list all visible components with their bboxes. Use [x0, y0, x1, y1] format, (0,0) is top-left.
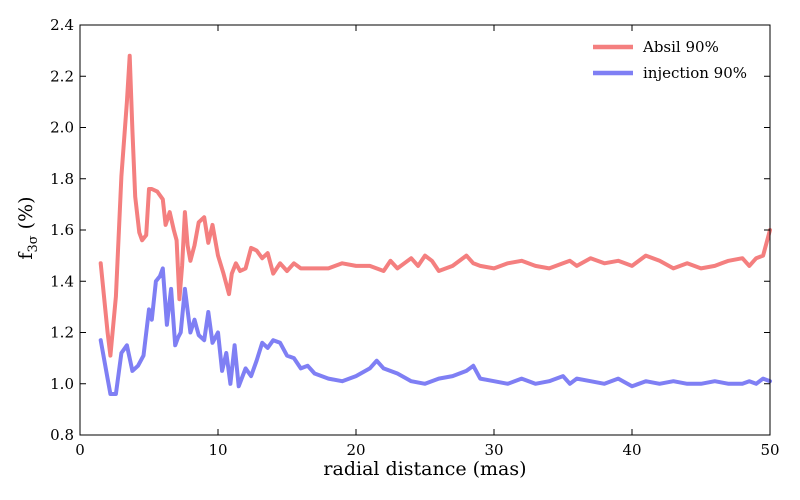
legend-label-absil: Absil 90%: [642, 38, 719, 56]
y-tick-label: 1.4: [50, 272, 74, 290]
x-tick-label: 10: [208, 441, 227, 459]
series-line-1: [98, 266, 772, 396]
series-line-0: [98, 53, 772, 358]
y-axis-label-rest: (%): [15, 196, 37, 235]
y-axis-label: f3σ (%): [15, 196, 41, 259]
series-lines: [98, 53, 772, 396]
y-axis-label-text: f3σ (%): [15, 196, 41, 259]
x-tick-label: 30: [484, 441, 503, 459]
x-tick-label: 40: [622, 441, 641, 459]
x-tick-label: 20: [346, 441, 365, 459]
x-tick-label: 50: [760, 441, 779, 459]
y-axis-label-sub: 3σ: [26, 235, 41, 252]
legend: Absil 90% injection 90%: [593, 38, 747, 82]
y-axis-label-main: f: [15, 251, 37, 260]
y-tick-label: 1.6: [50, 221, 74, 239]
y-tick-label: 1.2: [50, 324, 74, 342]
x-tick-label: 0: [75, 441, 85, 459]
y-tick-label: 2.4: [50, 16, 74, 34]
y-tick-label: 1.0: [50, 375, 74, 393]
x-axis-label: radial distance (mas): [323, 458, 526, 480]
axis-ticks: [79, 24, 771, 436]
y-tick-label: 1.8: [50, 170, 74, 188]
x-tick-labels: 0 10 20 30 40 50: [75, 441, 779, 459]
legend-label-injection: injection 90%: [643, 64, 747, 82]
y-tick-label: 0.8: [50, 426, 74, 444]
y-tick-labels: 0.8 1.0 1.2 1.4 1.6 1.8 2.0 2.2 2.4: [50, 16, 74, 444]
y-tick-label: 2.0: [50, 119, 74, 137]
y-tick-label: 2.2: [50, 67, 74, 85]
